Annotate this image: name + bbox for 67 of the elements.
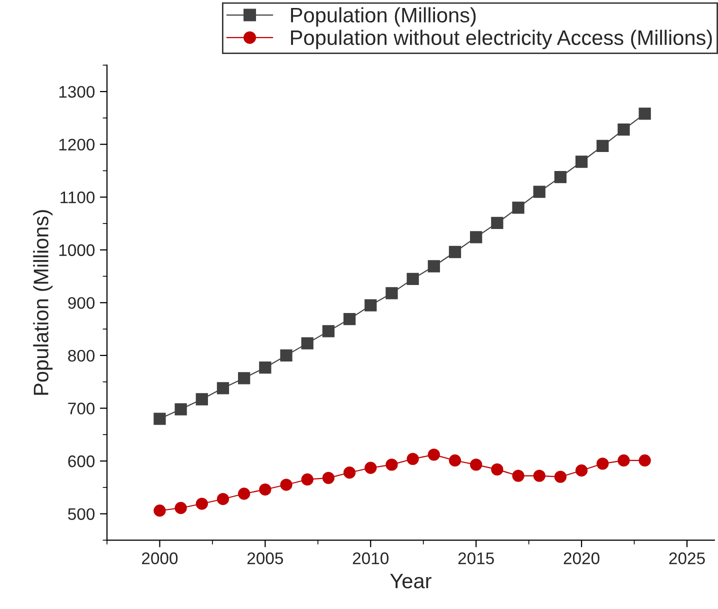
legend-label: Population (Millions) — [291, 7, 476, 27]
point — [596, 458, 609, 470]
point — [322, 325, 335, 338]
legend-label: Population without electricity Access (Millions) — [291, 30, 712, 50]
point — [174, 403, 187, 416]
y-tick-label: 1100 — [60, 192, 95, 204]
point — [322, 472, 335, 484]
y-tick-label: 600 — [68, 455, 95, 468]
x-tick-label: 2015 — [458, 552, 494, 564]
y-tick-label: 1200 — [59, 138, 95, 151]
point — [216, 492, 230, 506]
point — [406, 272, 419, 285]
point — [596, 140, 609, 152]
point — [280, 349, 292, 362]
x-tick-label: 2020 — [564, 552, 600, 564]
point — [428, 448, 440, 461]
point — [216, 382, 230, 394]
point — [364, 299, 377, 312]
y-tick-label: 900 — [68, 297, 95, 309]
point — [343, 466, 356, 479]
point — [575, 156, 588, 168]
x-tick-label: 2005 — [247, 552, 284, 564]
point — [638, 108, 651, 120]
point — [343, 312, 356, 326]
point — [428, 260, 440, 272]
point — [259, 362, 272, 374]
point — [448, 246, 462, 258]
y-axis-title: Population (Millions) — [33, 210, 53, 395]
point — [364, 462, 377, 474]
point — [638, 454, 651, 467]
x-axis-title: Year — [390, 574, 432, 588]
y-tick-label: 700 — [68, 402, 95, 414]
point — [554, 170, 567, 184]
point — [491, 463, 504, 476]
x-tick-label: 2025 — [669, 552, 705, 564]
point — [470, 458, 482, 471]
y-tick-label: 500 — [68, 508, 95, 520]
point — [154, 504, 166, 517]
point — [512, 470, 524, 482]
point — [301, 337, 314, 350]
point — [470, 231, 482, 244]
y-tick-label: 1000 — [59, 244, 95, 256]
point — [301, 473, 314, 486]
point — [259, 483, 272, 496]
y-tick-label: 800 — [68, 350, 95, 362]
point — [533, 186, 546, 198]
point — [386, 458, 398, 471]
point — [533, 470, 546, 482]
point — [512, 202, 524, 214]
point — [618, 123, 630, 136]
x-tick-label: 2010 — [352, 552, 389, 564]
point — [280, 478, 292, 491]
point — [196, 498, 208, 510]
point — [238, 372, 250, 384]
point — [154, 412, 166, 425]
point — [618, 454, 630, 467]
x-tick-label: 2000 — [142, 552, 178, 564]
point — [554, 470, 567, 483]
point — [238, 488, 250, 500]
point — [196, 393, 208, 406]
y-tick-label: 1300 — [59, 86, 95, 98]
point — [448, 454, 462, 467]
point — [406, 452, 419, 465]
point — [386, 287, 398, 300]
point — [575, 464, 588, 477]
point — [491, 216, 504, 230]
point — [174, 502, 187, 514]
